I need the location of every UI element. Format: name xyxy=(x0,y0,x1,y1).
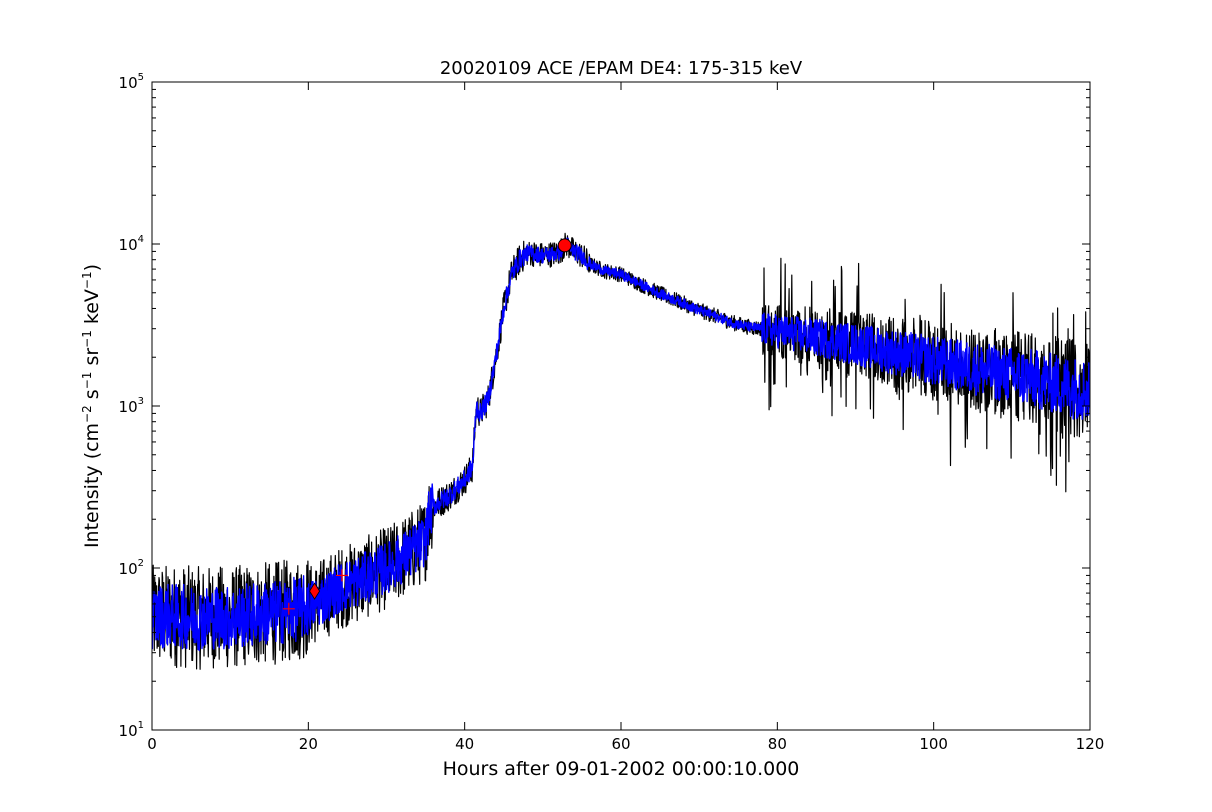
x-tick-label: 40 xyxy=(455,735,474,753)
y-tick-label-exponent: 1 xyxy=(138,720,144,731)
y-axis-label-sr: sr xyxy=(81,348,103,372)
chart-title: 20020109 ACE /EPAM DE4: 175-315 keV xyxy=(440,58,803,79)
x-tick-label: 80 xyxy=(768,735,787,753)
marker-plus-2 xyxy=(282,602,295,615)
x-tick-label: 0 xyxy=(147,735,157,753)
y-axis-label-exp1: −2 xyxy=(80,405,94,423)
y-axis-label-s: s xyxy=(81,389,103,405)
y-axis-label-exp2: −1 xyxy=(80,372,94,390)
y-axis-label-exp4: −1 xyxy=(80,271,94,289)
y-tick-label: 103 xyxy=(119,396,144,416)
y-tick-label-base: 10 xyxy=(119,398,138,416)
y-axis-label-kev: keV xyxy=(81,289,103,330)
y-tick-label-base: 10 xyxy=(119,722,138,740)
x-axis-label: Hours after 09-01-2002 00:00:10.000 xyxy=(443,758,800,780)
y-tick-label-base: 10 xyxy=(119,560,138,578)
x-tick-label: 100 xyxy=(919,735,948,753)
marker-diamond-1 xyxy=(309,582,321,600)
y-axis-label: Intensity (cm−2 s−1 sr−1 keV−1) xyxy=(80,264,103,548)
marker-circle-0 xyxy=(557,238,572,253)
x-tick-label: 120 xyxy=(1076,735,1105,753)
y-tick-label-exponent: 4 xyxy=(138,234,144,245)
y-tick-label-exponent: 3 xyxy=(138,396,144,407)
y-axis-label-suffix: ) xyxy=(81,264,103,271)
plot-area xyxy=(152,232,1090,670)
y-tick-label-base: 10 xyxy=(119,74,138,92)
y-tick-label-exponent: 5 xyxy=(138,72,144,83)
y-tick-label: 101 xyxy=(119,720,144,740)
series-line-1 xyxy=(152,237,1090,652)
y-tick-label: 104 xyxy=(119,234,144,254)
y-tick-label-base: 10 xyxy=(119,236,138,254)
x-tick-label: 20 xyxy=(299,735,318,753)
y-tick-label: 105 xyxy=(119,72,144,92)
x-tick-label: 60 xyxy=(611,735,630,753)
marker-plus-3 xyxy=(335,569,348,582)
y-tick-label: 102 xyxy=(119,558,144,578)
y-tick-label-exponent: 2 xyxy=(138,558,144,569)
y-axis-label-prefix: Intensity (cm xyxy=(81,423,103,548)
y-axis-label-exp3: −1 xyxy=(80,330,94,348)
